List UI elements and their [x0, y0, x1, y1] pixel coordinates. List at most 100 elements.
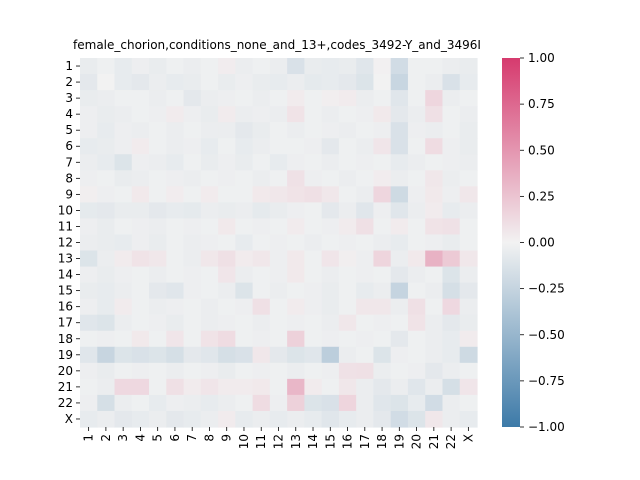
heatmap-cell: [218, 346, 236, 364]
heatmap-cell: [252, 362, 271, 380]
heatmap-cell: [269, 154, 288, 171]
heatmap-cell: [407, 202, 426, 220]
heatmap-cell: [321, 122, 340, 139]
heatmap-cell: [200, 346, 219, 364]
heatmap-cell: [321, 250, 340, 268]
heatmap-cell: [425, 234, 444, 252]
heatmap-cell: [287, 266, 305, 284]
heatmap-cell: [390, 90, 409, 107]
heatmap-cell: [149, 282, 167, 300]
heatmap-cell: [407, 282, 426, 300]
heatmap-cell: [356, 170, 375, 187]
heatmap-cell: [80, 234, 98, 252]
heatmap-cell: [114, 186, 133, 203]
heatmap-cell: [390, 282, 409, 300]
heatmap-cell: [459, 346, 478, 364]
heatmap-cell: [425, 346, 444, 364]
heatmap-cell: [442, 298, 461, 316]
heatmap-cell: [373, 90, 392, 107]
heatmap-cell: [390, 154, 409, 171]
heatmap-cell: [356, 90, 375, 107]
heatmap-cell: [304, 122, 323, 139]
heatmap-cell: [97, 186, 116, 203]
heatmap-cell: [442, 186, 461, 203]
heatmap-cell: [459, 250, 478, 268]
heatmap-cell: [321, 90, 340, 107]
heatmap-cell: [114, 362, 133, 380]
heatmap-cell: [321, 282, 340, 300]
heatmap-cell: [218, 234, 236, 252]
heatmap-cell: [131, 122, 150, 139]
heatmap-cell: [80, 90, 98, 107]
heatmap-cell: [218, 394, 236, 412]
heatmap-cell: [373, 106, 392, 123]
x-tick-label: 20: [410, 434, 424, 449]
heatmap-cell: [442, 314, 461, 332]
heatmap-cell: [287, 282, 305, 300]
heatmap-cell: [269, 170, 288, 187]
heatmap-cell: [131, 362, 150, 380]
heatmap-cell: [97, 106, 116, 123]
heatmap-cell: [373, 314, 392, 332]
heatmap-cell: [183, 154, 202, 171]
heatmap-cell: [390, 234, 409, 252]
y-tick-label: 10: [58, 203, 73, 217]
heatmap-cell: [131, 202, 150, 220]
heatmap-cell: [114, 58, 133, 75]
heatmap-cell: [321, 186, 340, 203]
heatmap-cell: [338, 378, 357, 396]
heatmap-cell: [390, 410, 409, 428]
heatmap-cell: [356, 298, 375, 316]
heatmap-cell: [459, 362, 478, 380]
heatmap-cell: [200, 362, 219, 380]
heatmap-cell: [252, 410, 271, 428]
heatmap-cell: [442, 362, 461, 380]
x-tick-label: 11: [254, 434, 268, 449]
heatmap-cell: [356, 314, 375, 332]
heatmap-cell: [287, 106, 305, 123]
heatmap-cell: [425, 362, 444, 380]
heatmap-cell: [80, 378, 98, 396]
heatmap-cell: [200, 106, 219, 123]
heatmap-cell: [114, 122, 133, 139]
y-tick-label: 6: [65, 139, 73, 153]
heatmap-cell: [218, 154, 236, 171]
heatmap-cell: [425, 90, 444, 107]
heatmap-cell: [269, 410, 288, 428]
heatmap-cell: [183, 250, 202, 268]
heatmap-cell: [149, 74, 167, 91]
x-tick-label: 2: [99, 434, 113, 442]
heatmap-cell: [149, 362, 167, 380]
heatmap-cell: [321, 218, 340, 236]
heatmap-cell: [200, 250, 219, 268]
y-tick-label: 9: [65, 187, 73, 201]
heatmap-cell: [166, 250, 185, 268]
heatmap-cell: [200, 266, 219, 284]
x-tick-label: 7: [185, 434, 199, 442]
heatmap-cell: [200, 234, 219, 252]
heatmap-cell: [218, 298, 236, 316]
heatmap-cell: [218, 74, 236, 91]
heatmap-cell: [338, 170, 357, 187]
heatmap-cell: [407, 330, 426, 348]
heatmap-cell: [183, 362, 202, 380]
y-tick-label: 5: [65, 123, 73, 137]
heatmap-cell: [252, 298, 271, 316]
heatmap-cell: [149, 106, 167, 123]
heatmap-cell: [407, 218, 426, 236]
colorbar-tick-label: 0.50: [528, 143, 555, 157]
heatmap-cell: [183, 186, 202, 203]
heatmap-cell: [442, 234, 461, 252]
heatmap-cell: [235, 122, 254, 139]
heatmap-cell: [304, 362, 323, 380]
heatmap-cell: [425, 298, 444, 316]
heatmap-cell: [356, 106, 375, 123]
heatmap-cell: [114, 106, 133, 123]
heatmap-cell: [425, 74, 444, 91]
colorbar-tick-label: 0.75: [528, 97, 555, 111]
heatmap-cell: [425, 282, 444, 300]
x-tick-label: 21: [427, 434, 441, 449]
heatmap-cell: [338, 266, 357, 284]
heatmap-cell: [390, 170, 409, 187]
